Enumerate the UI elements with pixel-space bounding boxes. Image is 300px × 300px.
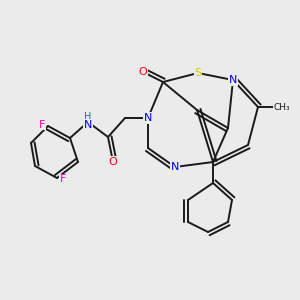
Text: N: N — [229, 75, 237, 85]
Text: O: O — [139, 67, 147, 77]
Text: F: F — [39, 119, 45, 130]
Text: O: O — [109, 157, 117, 167]
Text: S: S — [194, 68, 202, 78]
Text: H: H — [84, 112, 92, 122]
Text: N: N — [144, 113, 152, 123]
Text: N: N — [84, 120, 92, 130]
Text: F: F — [60, 175, 66, 184]
Text: N: N — [171, 162, 179, 172]
Text: CH₃: CH₃ — [273, 103, 290, 112]
